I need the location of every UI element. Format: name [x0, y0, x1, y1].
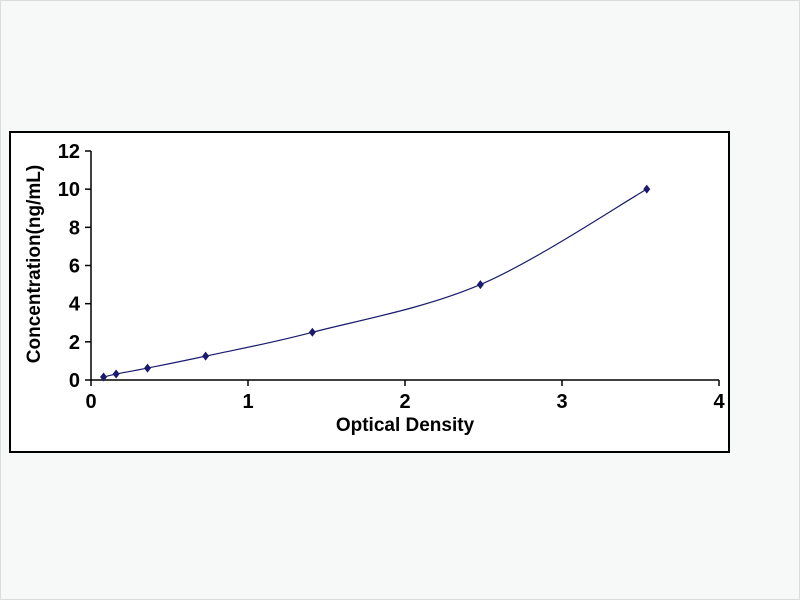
y-tick-label: 6 [69, 256, 80, 278]
data-point-marker [100, 372, 108, 382]
y-tick-label: 12 [58, 141, 80, 163]
x-tick-label: 1 [242, 391, 253, 413]
data-point-marker [476, 280, 484, 290]
data-point-marker [202, 351, 210, 361]
y-tick-label: 4 [69, 294, 81, 316]
x-tick-label: 0 [85, 391, 96, 413]
data-point-marker [643, 184, 651, 194]
x-tick-label: 2 [399, 391, 410, 413]
y-tick-label: 8 [69, 217, 80, 239]
data-point-marker [144, 363, 152, 373]
x-tick-label: 3 [556, 391, 567, 413]
y-axis-label: Concentration(ng/mL) [24, 164, 45, 364]
y-tick-label: 10 [58, 179, 80, 201]
y-tick-label: 2 [69, 332, 80, 354]
y-tick-label: 0 [69, 370, 80, 392]
data-point-marker [308, 327, 316, 337]
series-line [103, 188, 648, 378]
x-tick-label: 4 [713, 391, 725, 413]
data-point-marker [112, 369, 120, 379]
standard-curve-chart: 0 1 2 3 4 0 2 4 6 8 10 12 Concentration(ng/mL) Opti… [9, 131, 730, 453]
x-axis-label: Optical Density [335, 415, 475, 436]
